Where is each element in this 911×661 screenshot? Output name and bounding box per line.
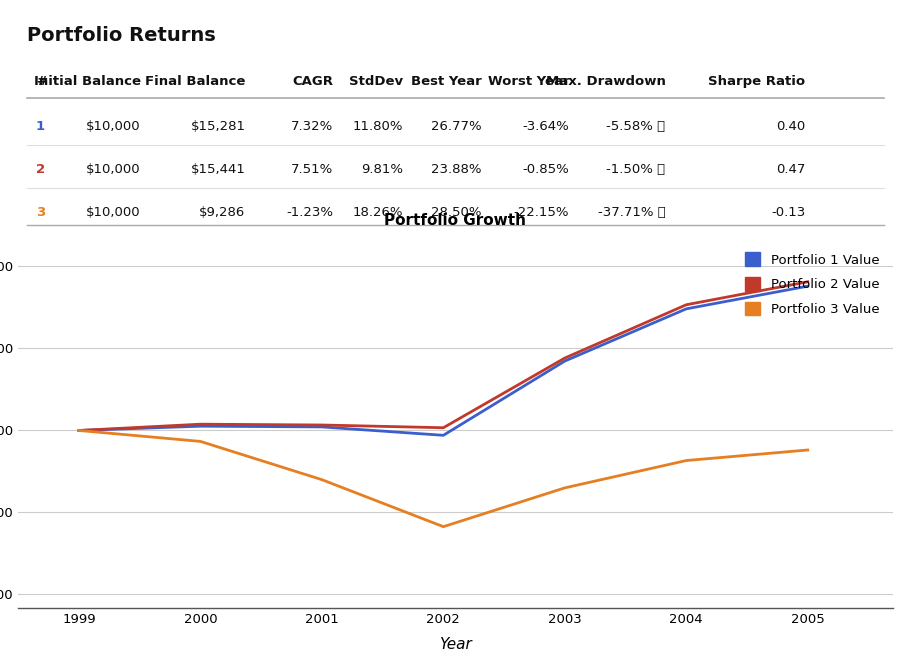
X-axis label: Year: Year bbox=[439, 637, 472, 652]
Text: 23.88%: 23.88% bbox=[431, 163, 482, 176]
Legend: Portfolio 1 Value, Portfolio 2 Value, Portfolio 3 Value: Portfolio 1 Value, Portfolio 2 Value, Po… bbox=[738, 246, 886, 323]
Text: StdDev: StdDev bbox=[349, 75, 403, 88]
Text: Best Year: Best Year bbox=[411, 75, 482, 88]
Text: 1: 1 bbox=[36, 120, 45, 133]
Text: #: # bbox=[36, 75, 46, 88]
Text: Sharpe Ratio: Sharpe Ratio bbox=[708, 75, 805, 88]
Text: 26.77%: 26.77% bbox=[431, 120, 482, 133]
Text: -0.85%: -0.85% bbox=[522, 163, 569, 176]
Text: -1.23%: -1.23% bbox=[286, 206, 333, 219]
Text: 18.26%: 18.26% bbox=[353, 206, 403, 219]
Text: Max. Drawdown: Max. Drawdown bbox=[546, 75, 665, 88]
Text: -1.50% ⓘ: -1.50% ⓘ bbox=[606, 163, 665, 176]
Text: $10,000: $10,000 bbox=[86, 120, 140, 133]
Title: Portfolio Growth: Portfolio Growth bbox=[384, 214, 527, 228]
Text: Portfolio Returns: Portfolio Returns bbox=[27, 26, 216, 45]
Text: 2: 2 bbox=[36, 163, 45, 176]
Text: 3: 3 bbox=[36, 206, 45, 219]
Text: -37.71% ⓘ: -37.71% ⓘ bbox=[598, 206, 665, 219]
Text: $9,286: $9,286 bbox=[200, 206, 246, 219]
Text: 28.50%: 28.50% bbox=[431, 206, 482, 219]
Text: 0.47: 0.47 bbox=[776, 163, 805, 176]
Text: -3.64%: -3.64% bbox=[522, 120, 569, 133]
Text: 7.51%: 7.51% bbox=[291, 163, 333, 176]
Text: $10,000: $10,000 bbox=[86, 163, 140, 176]
Text: Final Balance: Final Balance bbox=[145, 75, 246, 88]
Text: Worst Year: Worst Year bbox=[487, 75, 569, 88]
Text: 9.81%: 9.81% bbox=[361, 163, 403, 176]
Text: 7.32%: 7.32% bbox=[291, 120, 333, 133]
Text: CAGR: CAGR bbox=[292, 75, 333, 88]
Text: $10,000: $10,000 bbox=[86, 206, 140, 219]
Text: $15,281: $15,281 bbox=[190, 120, 246, 133]
Text: -0.13: -0.13 bbox=[771, 206, 805, 219]
Text: $15,441: $15,441 bbox=[190, 163, 246, 176]
Text: Initial Balance: Initial Balance bbox=[34, 75, 140, 88]
Text: 11.80%: 11.80% bbox=[353, 120, 403, 133]
Text: -22.15%: -22.15% bbox=[514, 206, 569, 219]
Text: 0.40: 0.40 bbox=[776, 120, 805, 133]
Text: -5.58% ⓘ: -5.58% ⓘ bbox=[606, 120, 665, 133]
